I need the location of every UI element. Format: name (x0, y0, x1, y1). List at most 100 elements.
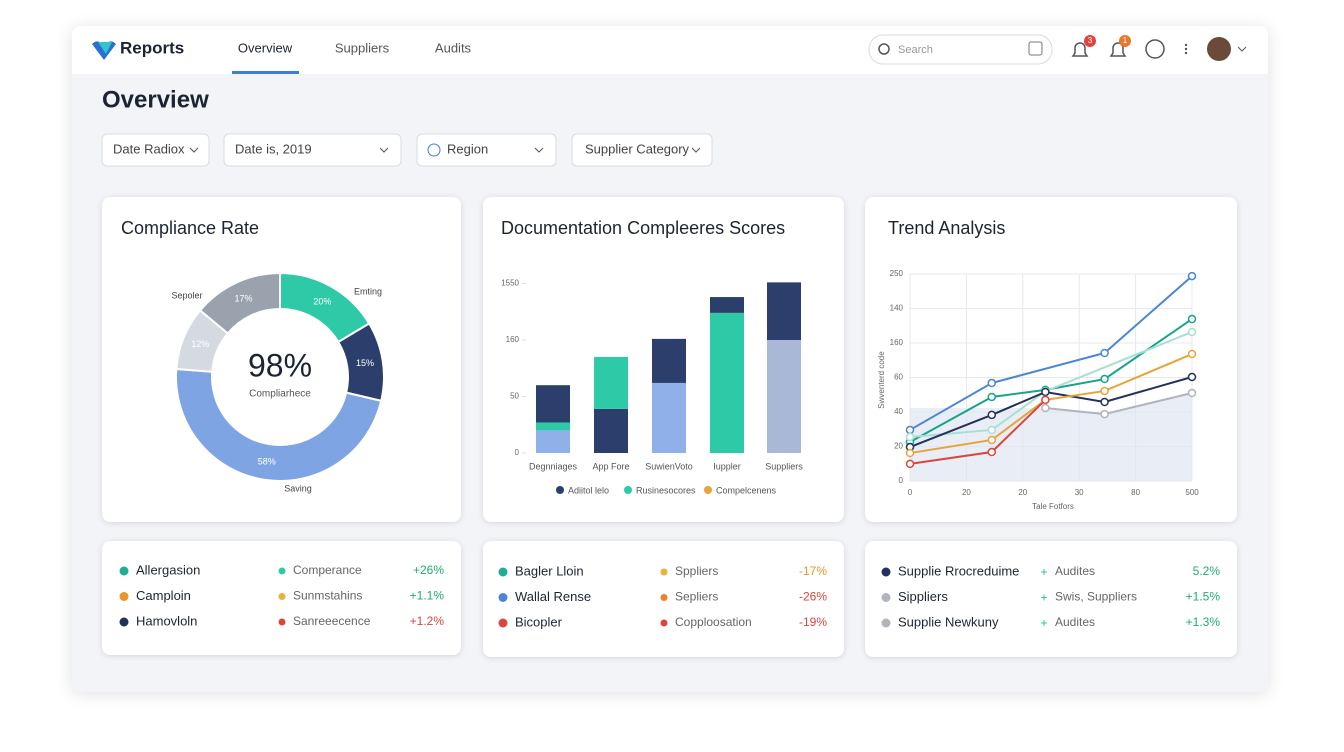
status-dot (278, 618, 286, 626)
filter[interactable] (571, 133, 713, 167)
menu-dot (1184, 51, 1188, 55)
line-point (1100, 409, 1109, 419)
bar-segment (652, 338, 686, 383)
nav-tab[interactable]: Suppliers (335, 40, 390, 55)
nav-tab[interactable]: Overview (238, 40, 293, 55)
search-placeholder: Search (898, 44, 933, 56)
line (909, 331, 1193, 439)
filter-label: Supplier Category (585, 141, 690, 156)
line-point (1041, 395, 1050, 405)
user-icon[interactable] (1145, 39, 1165, 59)
filter[interactable] (416, 133, 557, 167)
x-tick-label: Degnniages (529, 461, 578, 471)
row-name: Camploin (136, 588, 191, 603)
line-point (987, 410, 997, 420)
status-dot (119, 592, 129, 601)
bell-icon[interactable] (1071, 42, 1089, 57)
bar-segment (536, 422, 570, 431)
status-dot (278, 593, 286, 600)
search-box[interactable] (868, 34, 1053, 65)
line-point (987, 435, 997, 445)
status-dot (660, 568, 668, 576)
status-dot (660, 594, 668, 601)
plus-icon (1041, 620, 1047, 626)
line-point (1187, 349, 1197, 359)
chevron (691, 147, 701, 153)
filter[interactable] (101, 133, 210, 167)
line-point (987, 425, 997, 435)
row-label: Audites (1055, 615, 1095, 629)
search-icon (878, 43, 890, 55)
x-tick-label: 80 (1131, 488, 1140, 497)
y-tick-label: 140 (890, 304, 904, 313)
row-name: Allergasion (136, 562, 200, 577)
row-name: Wallal Rense (515, 589, 591, 604)
status-dot (881, 618, 891, 628)
menu-dot[interactable] (1184, 43, 1188, 47)
card (102, 197, 461, 522)
search-filter-icon[interactable] (1028, 41, 1043, 56)
active-tab-underline (232, 71, 299, 74)
card-title: Trend Analysis (888, 218, 1005, 238)
line-point (1100, 397, 1109, 407)
badge-count: 3 (1088, 36, 1093, 45)
badge (1084, 35, 1096, 47)
y-tick-label: 50 (510, 392, 519, 401)
x-axis-title: Tale Fotfors (1032, 502, 1074, 511)
row-value: +1.1% (410, 589, 445, 603)
line-point (1041, 387, 1050, 397)
x-tick-label: Suppliers (765, 461, 803, 471)
line-point (987, 392, 997, 402)
legend-swatch (704, 486, 712, 494)
line-point (1187, 388, 1197, 398)
avatar[interactable] (1207, 37, 1231, 61)
line-point (1100, 386, 1109, 396)
line-point (1187, 314, 1197, 324)
x-tick-label: 0 (908, 488, 913, 497)
page-title: Overview (102, 86, 209, 113)
bar-segment (767, 282, 801, 340)
row-value: -17% (799, 564, 827, 578)
donut-slice (175, 367, 383, 482)
row-value: 5.2% (1193, 564, 1221, 578)
menu-dot (1184, 47, 1188, 51)
filter-label: Region (447, 141, 488, 156)
plus-icon (1041, 569, 1047, 575)
card-title: Compliance Rate (121, 218, 259, 238)
nav-tab[interactable]: Audits (435, 40, 472, 55)
row-name: Bicopler (515, 614, 563, 629)
line-point (1187, 327, 1197, 337)
slice-label: 20% (313, 297, 331, 307)
row-value: +1.5% (1186, 590, 1221, 604)
bar-segment (536, 385, 570, 423)
line-point (1187, 271, 1197, 281)
line-point (905, 459, 915, 469)
row-name: Bagler Lloin (515, 563, 584, 578)
bell-icon[interactable] (1109, 42, 1127, 57)
bar-segment (767, 340, 801, 453)
chevron (189, 147, 199, 153)
y-tick-label: 0 (515, 448, 520, 457)
row-label: Sunmstahins (293, 589, 362, 603)
legend-label: Adiitol lelo (568, 485, 609, 495)
filter[interactable] (223, 133, 402, 167)
bar-segment (594, 356, 628, 409)
filter-label: Date Radiox (113, 141, 185, 156)
bar-segment (536, 430, 570, 453)
bar-segment (652, 382, 686, 453)
legend-label: Rusinesocores (636, 485, 696, 495)
line-point (987, 378, 997, 388)
row-label: Swis, Suppliers (1055, 590, 1137, 604)
brand: Reports (120, 38, 184, 57)
y-tick-label: 1550 (501, 279, 519, 288)
row-label: Sepliers (675, 590, 718, 604)
status-dot (498, 567, 508, 577)
logo-accent (98, 42, 112, 54)
row-value: -26% (799, 590, 827, 604)
line-point (1100, 374, 1109, 384)
chevron (379, 147, 389, 153)
bar-segment (710, 297, 744, 313)
badge-count: 1 (1123, 36, 1128, 45)
x-tick-label: 30 (1075, 488, 1084, 497)
slice-annotation: Sepoler (171, 290, 202, 300)
